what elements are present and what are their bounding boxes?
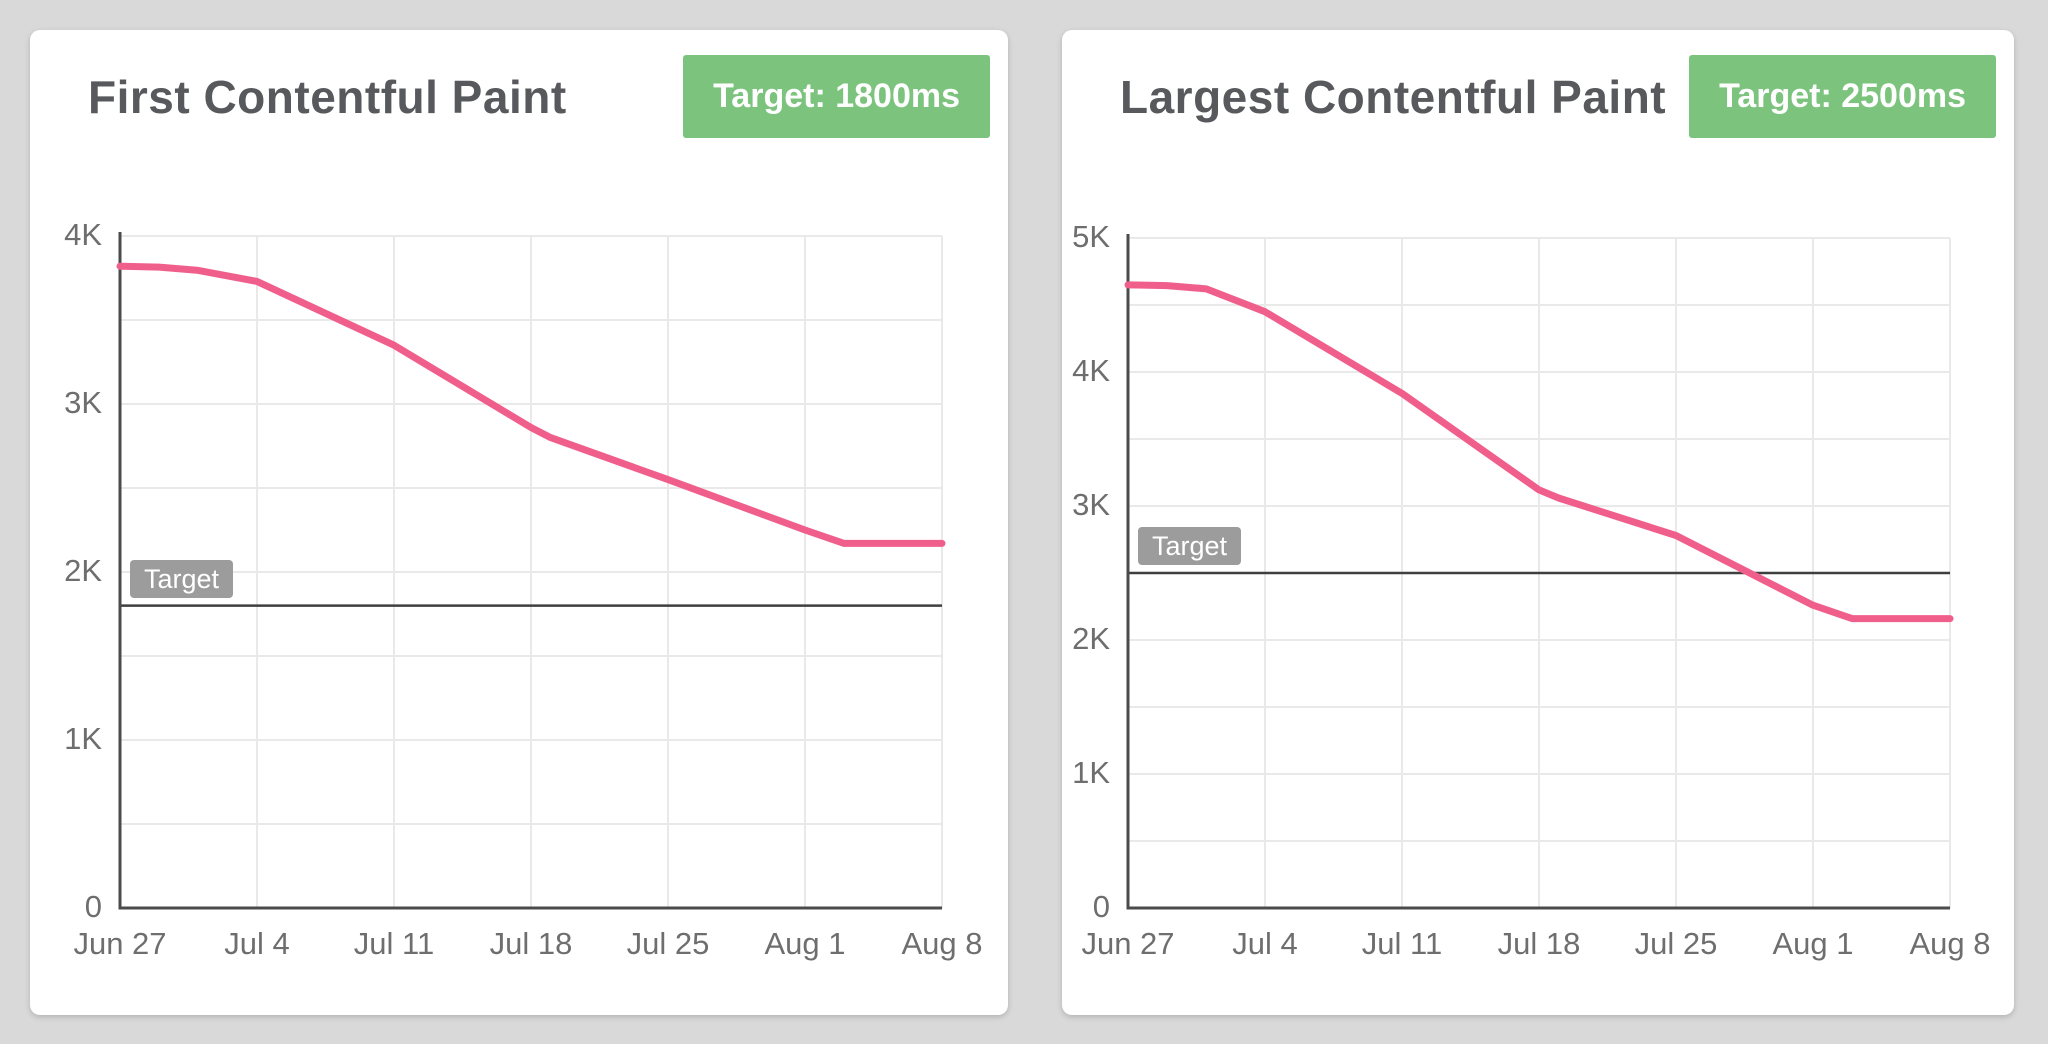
x-axis-tick-label: Aug 1: [1772, 926, 1854, 961]
x-axis-tick-label: Jul 11: [1361, 926, 1443, 961]
x-axis-tick-label: Jul 25: [1634, 926, 1718, 961]
y-axis-tick-label: 0: [84, 889, 102, 924]
fcp-line-chart: Target 0 1K 2K 3K 4K Jun 27 Jul 4 Jul 11 Jul 18 J…: [30, 30, 1008, 1015]
fcp-target-badge: Target: 1800ms: [683, 55, 990, 138]
y-axis-tick-label: 1K: [1072, 755, 1110, 790]
x-axis-tick-label: Jul 25: [626, 926, 710, 961]
y-axis-tick-label: 3K: [64, 385, 102, 420]
fcp-chart-canvas: [116, 232, 946, 910]
y-axis-tick-label: 1K: [64, 721, 102, 756]
lcp-card: Largest Contentful Paint Target: 2500ms …: [1062, 30, 2014, 1015]
x-axis-tick-label: Jun 27: [73, 926, 167, 961]
lcp-target-badge: Target: 2500ms: [1689, 55, 1996, 138]
y-axis-tick-label: 4K: [64, 217, 102, 252]
x-axis-tick-label: Jul 11: [353, 926, 435, 961]
fcp-card: First Contentful Paint Target: 1800ms Ta…: [30, 30, 1008, 1015]
y-axis-tick-label: 3K: [1072, 487, 1110, 522]
x-axis-tick-label: Jul 4: [224, 926, 290, 961]
y-axis-tick-label: 2K: [64, 553, 102, 588]
lcp-chart-title: Largest Contentful Paint: [1120, 71, 1667, 123]
x-axis-tick-label: Jul 18: [489, 926, 573, 961]
x-axis-tick-label: Jun 27: [1081, 926, 1175, 961]
x-axis-tick-label: Aug 8: [901, 926, 983, 961]
y-axis-tick-label: 5K: [1072, 219, 1110, 254]
y-axis-tick-label: 0: [1092, 889, 1110, 924]
lcp-chart-canvas: [1124, 234, 1954, 910]
x-axis-tick-label: Aug 1: [764, 926, 846, 961]
y-axis-tick-label: 4K: [1072, 353, 1110, 388]
x-axis-tick-label: Jul 4: [1232, 926, 1298, 961]
fcp-target-line-label: Target: [130, 559, 234, 598]
lcp-line-chart: Target 0 1K 2K 3K 4K 5K Jun 27 Jul 4 Jul 11 Jul 1…: [1062, 30, 2014, 1015]
x-axis-tick-label: Jul 18: [1497, 926, 1581, 961]
y-axis-tick-label: 2K: [1072, 621, 1110, 656]
lcp-target-line-label: Target: [1138, 527, 1242, 565]
x-axis-tick-label: Aug 8: [1909, 926, 1991, 961]
fcp-chart-title: First Contentful Paint: [88, 71, 567, 123]
